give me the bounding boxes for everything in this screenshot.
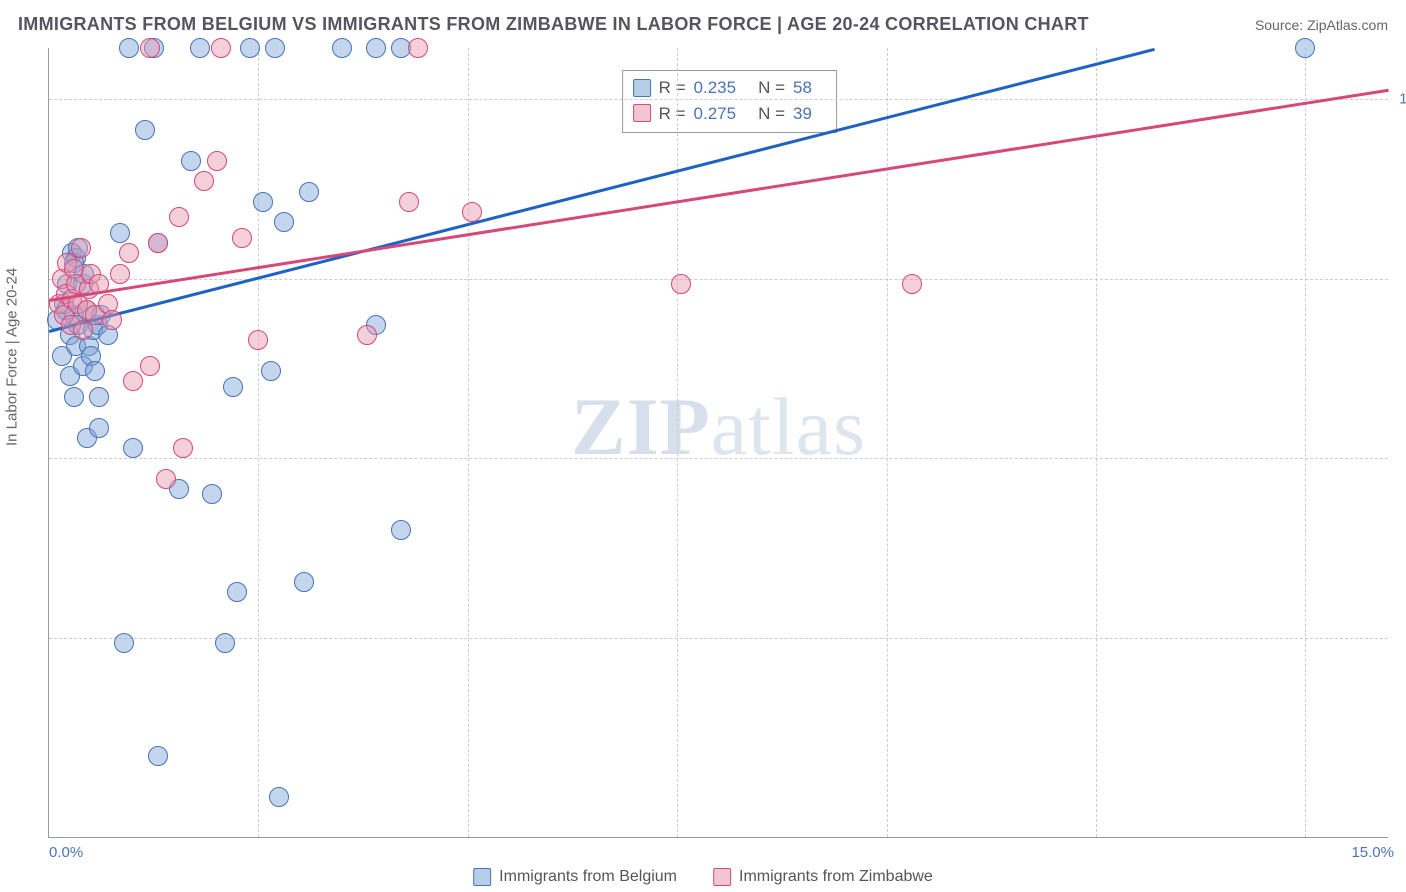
gridline-v xyxy=(1096,48,1097,837)
data-point xyxy=(110,223,130,243)
gridline-h xyxy=(49,99,1388,100)
legend-item-belgium: Immigrants from Belgium xyxy=(473,868,677,886)
data-point xyxy=(194,171,214,191)
data-point xyxy=(71,238,91,258)
data-point xyxy=(123,438,143,458)
data-point xyxy=(140,38,160,58)
n-value-zimbabwe: 39 xyxy=(793,101,812,127)
chart-title: IMMIGRANTS FROM BELGIUM VS IMMIGRANTS FR… xyxy=(18,14,1089,35)
data-point xyxy=(261,361,281,381)
data-point xyxy=(211,38,231,58)
gridline-v xyxy=(258,48,259,837)
data-point xyxy=(274,212,294,232)
plot-area: ZIPatlas R = 0.235 N = 58 R = 0.275 N = … xyxy=(48,48,1388,838)
r-value-belgium: 0.235 xyxy=(694,75,737,101)
data-point xyxy=(299,182,319,202)
gridline-v xyxy=(1305,48,1306,837)
data-point xyxy=(119,243,139,263)
data-point xyxy=(357,325,377,345)
data-point xyxy=(240,38,260,58)
data-point xyxy=(399,192,419,212)
n-value-belgium: 58 xyxy=(793,75,812,101)
data-point xyxy=(89,387,109,407)
data-point xyxy=(1295,38,1315,58)
square-icon xyxy=(633,79,651,97)
source-label: Source: ZipAtlas.com xyxy=(1255,17,1388,33)
data-point xyxy=(269,787,289,807)
data-point xyxy=(253,192,273,212)
data-point xyxy=(173,438,193,458)
data-point xyxy=(64,387,84,407)
square-icon xyxy=(633,104,651,122)
gridline-v xyxy=(468,48,469,837)
data-point xyxy=(114,633,134,653)
data-point xyxy=(140,356,160,376)
y-axis-title: In Labor Force | Age 20-24 xyxy=(4,268,21,446)
data-point xyxy=(202,484,222,504)
data-point xyxy=(190,38,210,58)
watermark: ZIPatlas xyxy=(571,380,866,474)
data-point xyxy=(294,572,314,592)
x-tick-left: 0.0% xyxy=(49,844,83,861)
data-point xyxy=(148,233,168,253)
data-point xyxy=(135,120,155,140)
r-value-zimbabwe: 0.275 xyxy=(694,101,737,127)
data-point xyxy=(148,746,168,766)
source-value: ZipAtlas.com xyxy=(1307,17,1388,33)
data-point xyxy=(366,38,386,58)
data-point xyxy=(462,202,482,222)
gridline-h xyxy=(49,458,1388,459)
regression-line xyxy=(49,48,1155,333)
title-bar: IMMIGRANTS FROM BELGIUM VS IMMIGRANTS FR… xyxy=(18,14,1388,35)
bottom-legend: Immigrants from Belgium Immigrants from … xyxy=(473,868,933,886)
data-point xyxy=(102,310,122,330)
legend-item-zimbabwe: Immigrants from Zimbabwe xyxy=(713,868,933,886)
gridline-h xyxy=(49,638,1388,639)
square-icon xyxy=(713,868,731,886)
x-tick-right: 15.0% xyxy=(1351,844,1394,861)
data-point xyxy=(181,151,201,171)
data-point xyxy=(248,330,268,350)
data-point xyxy=(156,469,176,489)
stats-row-zimbabwe: R = 0.275 N = 39 xyxy=(633,101,826,127)
data-point xyxy=(265,38,285,58)
data-point xyxy=(207,151,227,171)
data-point xyxy=(332,38,352,58)
data-point xyxy=(85,361,105,381)
y-tick-label: 100.0% xyxy=(1399,91,1406,108)
data-point xyxy=(119,38,139,58)
stats-box: R = 0.235 N = 58 R = 0.275 N = 39 xyxy=(622,70,837,133)
data-point xyxy=(408,38,428,58)
square-icon xyxy=(473,868,491,886)
data-point xyxy=(89,418,109,438)
data-point xyxy=(227,582,247,602)
data-point xyxy=(232,228,252,248)
data-point xyxy=(123,371,143,391)
data-point xyxy=(902,274,922,294)
data-point xyxy=(169,207,189,227)
data-point xyxy=(110,264,130,284)
gridline-v xyxy=(677,48,678,837)
data-point xyxy=(223,377,243,397)
data-point xyxy=(215,633,235,653)
stats-row-belgium: R = 0.235 N = 58 xyxy=(633,75,826,101)
data-point xyxy=(671,274,691,294)
data-point xyxy=(391,520,411,540)
